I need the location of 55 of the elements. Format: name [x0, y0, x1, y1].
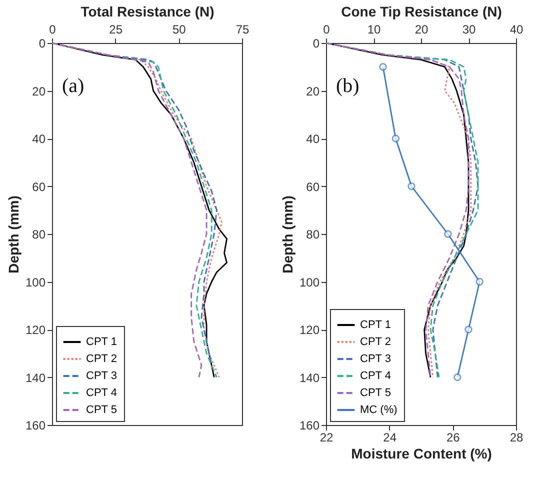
x-tick-label: 50	[172, 22, 186, 36]
legend-label: CPT 5	[360, 387, 391, 399]
y-tick-label: 20	[306, 84, 320, 98]
y-tick-label: 40	[306, 132, 320, 146]
y-axis-title: Depth (mm)	[5, 196, 22, 274]
y-tick-label: 100	[299, 275, 320, 290]
x2-tick-label: 30	[462, 22, 476, 36]
point	[408, 182, 416, 190]
x2-tick-label: 10	[367, 22, 381, 36]
point	[392, 134, 400, 142]
y-tick-label: 60	[306, 180, 320, 194]
y-tick-label: 40	[32, 132, 46, 146]
y-tick-label: 140	[25, 370, 46, 385]
legend-label: CPT 2	[86, 353, 117, 365]
x2-axis-title: Cone Tip Resistance (N)	[341, 4, 502, 20]
y-tick-label: 80	[306, 228, 320, 242]
x-tick-label: 22	[320, 430, 334, 444]
x-tick-label: 26	[446, 430, 460, 444]
annotation: (a)	[62, 75, 84, 97]
point	[444, 230, 452, 238]
point	[379, 63, 387, 71]
x-tick-label: 0	[49, 22, 56, 36]
y-tick-label: 140	[299, 370, 320, 385]
legend-label: CPT 1	[86, 336, 117, 348]
x-tick-label: 24	[383, 430, 397, 444]
y-tick-label: 20	[32, 84, 46, 98]
y-tick-label: 60	[32, 180, 46, 194]
legend-label: CPT 3	[360, 353, 391, 365]
y-tick-label: 100	[25, 275, 46, 290]
x-tick-label: 28	[510, 430, 524, 444]
legend-label: CPT 3	[86, 370, 117, 382]
y-tick-label: 0	[312, 36, 320, 50]
x-tick-label: 25	[109, 22, 123, 36]
x2-tick-label: 20	[414, 22, 428, 36]
y-axis-title: Depth (mm)	[279, 196, 296, 274]
point	[464, 326, 472, 334]
y-tick-label: 160	[25, 418, 46, 432]
y-tick-label: 80	[32, 228, 46, 242]
legend-label: MC (%)	[360, 404, 398, 416]
legend-label: CPT 2	[360, 336, 391, 348]
y-tick-label: 120	[299, 323, 320, 337]
y-tick-label: 0	[38, 36, 46, 50]
annotation: (b)	[336, 75, 360, 97]
point	[454, 373, 462, 382]
legend-label: CPT 5	[86, 404, 117, 416]
legend-label: CPT 4	[360, 370, 391, 382]
x-axis-title: Total Resistance (N)	[80, 4, 214, 20]
y-tick-label: 160	[299, 418, 320, 432]
x2-tick-label: 40	[510, 22, 524, 36]
legend-label: CPT 4	[86, 387, 117, 399]
x-tick-label: 75	[236, 22, 250, 36]
y-tick-label: 120	[25, 323, 46, 337]
point	[476, 278, 484, 286]
x-axis-title: Moisture Content (%)	[351, 446, 492, 462]
legend-label: CPT 1	[360, 319, 391, 331]
